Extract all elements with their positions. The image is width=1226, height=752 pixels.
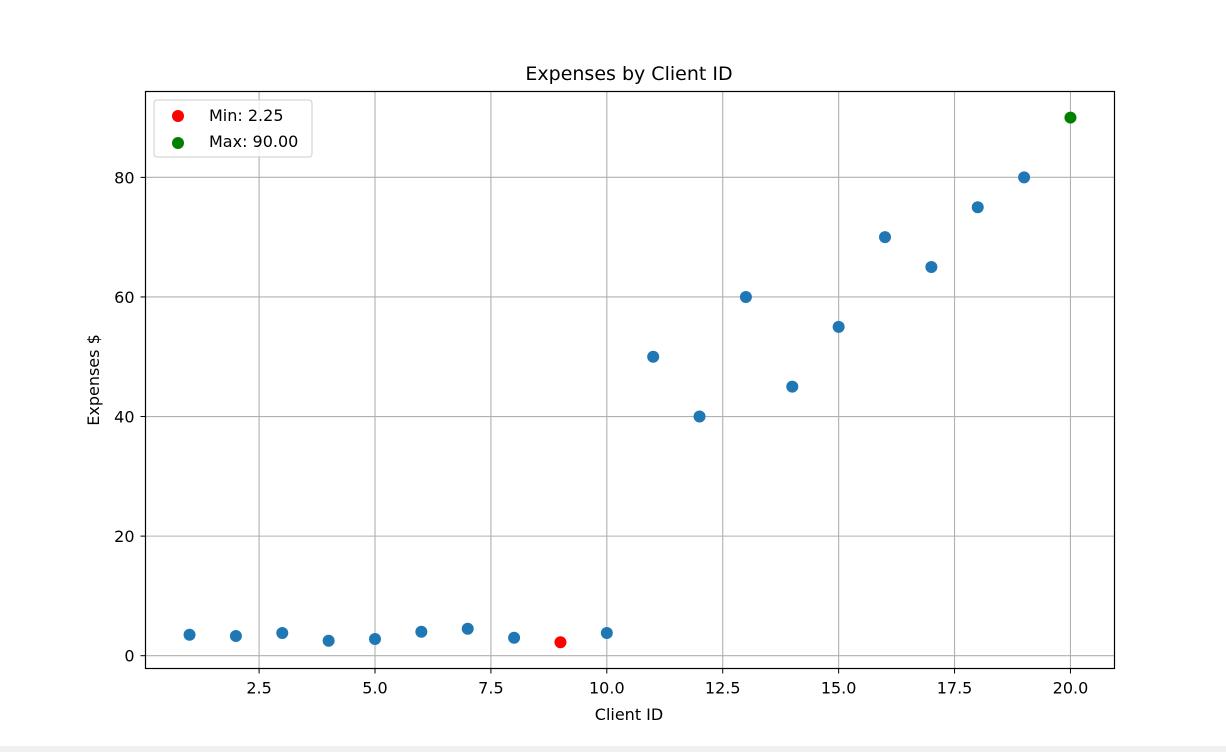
y-axis-label: Expenses $ bbox=[84, 334, 103, 426]
data-points bbox=[183, 111, 1077, 649]
x-tick-label: 2.5 bbox=[246, 679, 271, 698]
data-point bbox=[276, 626, 289, 639]
legend: Min: 2.25 Max: 90.00 bbox=[153, 99, 313, 158]
plot-frame bbox=[144, 90, 1116, 670]
y-tick-label: 80 bbox=[114, 168, 134, 187]
x-axis-ticks: 2.5 5.0 7.5 10.0 12.5 15.0 17.5 20.0 bbox=[246, 668, 1089, 698]
y-tick-label: 40 bbox=[114, 408, 134, 427]
data-point bbox=[183, 628, 196, 641]
y-axis-ticks: 0 20 40 60 80 bbox=[114, 168, 146, 666]
data-point bbox=[879, 231, 891, 244]
data-point bbox=[971, 201, 984, 214]
data-point bbox=[461, 622, 474, 635]
data-point bbox=[415, 625, 428, 638]
data-point bbox=[1018, 171, 1031, 184]
x-tick-label: 17.5 bbox=[937, 679, 973, 698]
y-tick-label: 0 bbox=[124, 647, 134, 666]
window-bottom-edge bbox=[0, 746, 1226, 752]
data-point bbox=[508, 631, 521, 644]
x-tick-label: 7.5 bbox=[478, 679, 503, 698]
data-point bbox=[925, 261, 938, 274]
data-point bbox=[739, 290, 752, 303]
chart-title: Expenses by Client ID bbox=[525, 63, 732, 85]
grid bbox=[145, 91, 1115, 669]
legend-label-max: Max: 90.00 bbox=[209, 132, 298, 151]
x-tick-label: 15.0 bbox=[821, 679, 857, 698]
y-tick-label: 20 bbox=[114, 527, 134, 546]
data-point bbox=[600, 626, 613, 639]
y-tick-label: 60 bbox=[114, 288, 134, 307]
min-point bbox=[554, 636, 567, 649]
data-point bbox=[786, 380, 799, 393]
data-point bbox=[369, 632, 381, 645]
x-tick-label: 20.0 bbox=[1053, 679, 1089, 698]
data-point bbox=[647, 350, 660, 363]
x-axis-label: Client ID bbox=[595, 705, 663, 724]
data-point bbox=[229, 629, 242, 642]
legend-box bbox=[153, 99, 313, 158]
legend-marker-max bbox=[172, 137, 184, 149]
legend-marker-min bbox=[172, 110, 184, 122]
x-tick-label: 12.5 bbox=[705, 679, 741, 698]
data-point bbox=[322, 634, 335, 647]
data-point bbox=[693, 410, 706, 423]
legend-label-min: Min: 2.25 bbox=[209, 106, 284, 125]
max-point bbox=[1064, 111, 1077, 124]
data-point bbox=[832, 320, 845, 333]
x-tick-label: 5.0 bbox=[362, 679, 387, 698]
x-tick-label: 10.0 bbox=[589, 679, 625, 698]
